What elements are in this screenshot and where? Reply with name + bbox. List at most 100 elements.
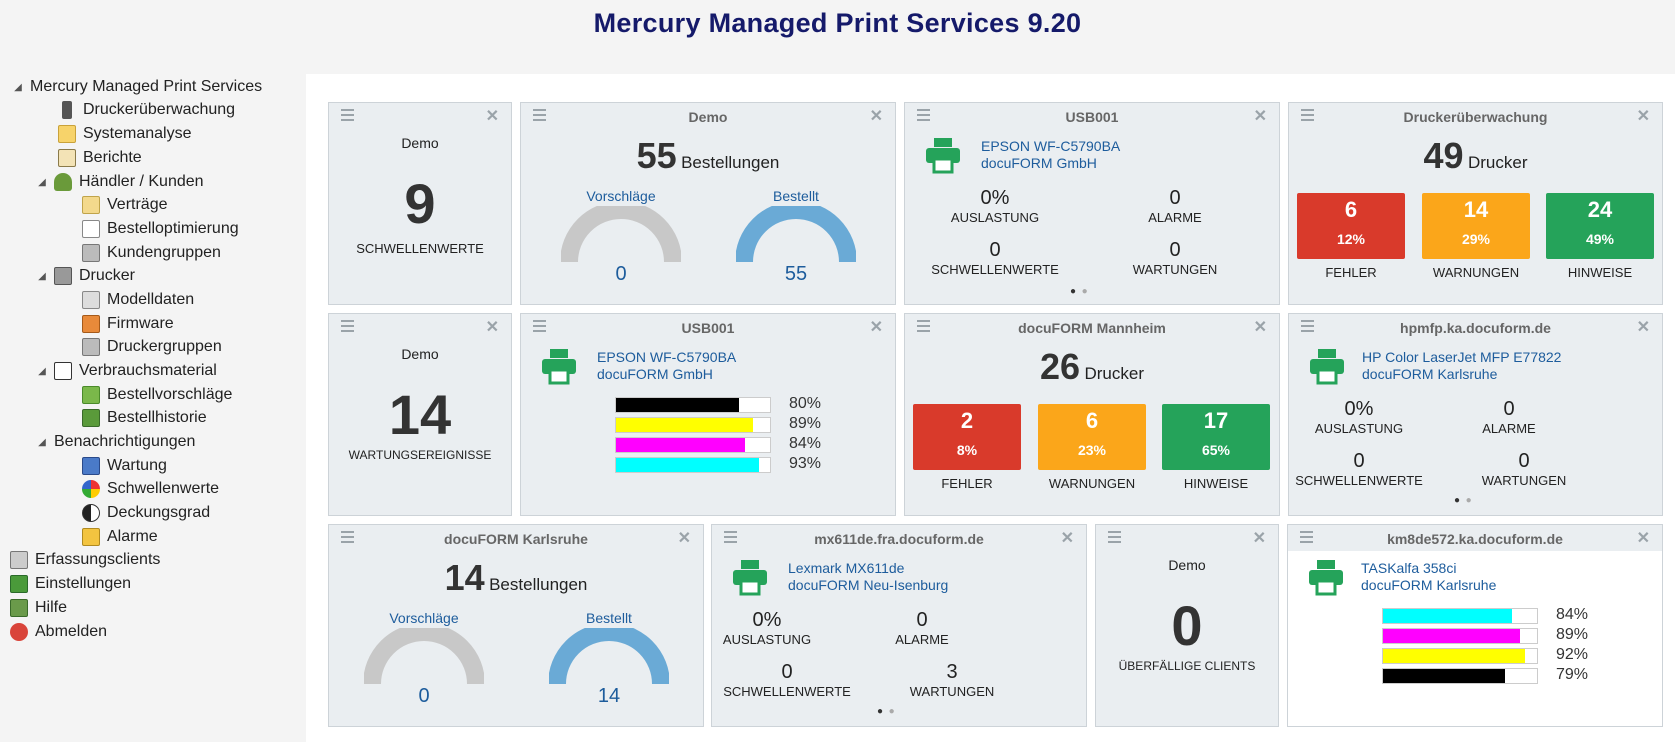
widget-device-mx611de[interactable]: mx611de.fra.docuform.de ✕ Lexmark MX611de… [711,524,1087,727]
nav-abmelden[interactable]: Abmelden [10,621,107,643]
fehler-box[interactable]: 6 12% [1297,193,1405,259]
warnungen-box[interactable]: 14 29% [1422,193,1530,259]
close-icon[interactable]: ✕ [869,319,883,336]
widget-caption: WARTUNGSEREIGNISSE [348,448,492,462]
menu-icon[interactable] [341,531,354,543]
device-link[interactable]: TASKalfa 358ci docuFORM Karlsruhe [1361,560,1496,594]
hinweise-box[interactable]: 17 65% [1162,404,1270,470]
nav-erfassungsclients[interactable]: Erfassungsclients [10,549,160,571]
fehler-box[interactable]: 2 8% [913,404,1021,470]
nav-benachrichtigungen[interactable]: ◢ Benachrichtigungen [36,431,195,453]
expand-arrow-icon[interactable]: ◢ [38,176,46,188]
nav-label: Bestelloptimierung [107,220,239,237]
menu-icon[interactable] [533,109,546,121]
device-model[interactable]: EPSON WF-C5790BA [981,138,1121,154]
nav-firmware[interactable]: Firmware [82,313,174,335]
widget-ueberfaellige-clients[interactable]: ✕ Demo 0 ÜBERFÄLLIGE CLIENTS [1095,524,1279,727]
menu-icon[interactable] [1301,109,1314,121]
nav-bestelloptimierung[interactable]: Bestelloptimierung [82,218,239,240]
menu-icon[interactable] [1301,320,1314,332]
close-icon[interactable]: ✕ [485,319,499,336]
device-model[interactable]: TASKalfa 358ci [1361,560,1457,576]
gauge-value: 55 [784,263,808,285]
nav-wartung[interactable]: Wartung [82,455,167,477]
close-icon[interactable]: ✕ [1253,319,1267,336]
warnungen-box[interactable]: 6 23% [1038,404,1146,470]
nav-verbrauchsmaterial[interactable]: ◢ Verbrauchsmaterial [36,360,217,382]
nav-bestellhistorie[interactable]: Bestellhistorie [82,407,207,429]
carousel-dots[interactable]: ● ● [877,706,895,717]
close-icon[interactable]: ✕ [1636,530,1650,547]
device-model[interactable]: EPSON WF-C5790BA [597,349,737,365]
firmware-icon [82,315,100,333]
nav-label: Druckergruppen [107,338,222,355]
nav-systemanalyse[interactable]: Systemanalyse [58,123,192,145]
menu-icon[interactable] [1108,531,1121,543]
close-icon[interactable]: ✕ [1060,530,1074,547]
widget-bestellungen[interactable]: Demo ✕ 55 Bestellungen Vorschläge Bestell… [520,102,896,305]
device-link[interactable]: EPSON WF-C5790BA docuFORM GmbH [597,349,736,383]
widget-toner-usb001[interactable]: USB001 ✕ EPSON WF-C5790BA docuFORM GmbH 80… [520,313,896,516]
auslastung-value: 0% [1344,398,1374,420]
widget-device-hpmfp[interactable]: hpmfp.ka.docuform.de ✕ HP Color LaserJet … [1288,313,1663,516]
toner-percent: 89% [789,415,822,432]
nav-schwellenwerte[interactable]: Schwellenwerte [82,478,219,500]
carousel-dots[interactable]: ● ● [1454,495,1472,506]
carousel-dots[interactable]: ● ● [1070,286,1088,297]
widget-wartungsereignisse[interactable]: ✕ Demo 14 WARTUNGSEREIGNISSE [328,313,512,516]
close-icon[interactable]: ✕ [485,108,499,125]
widget-mannheim[interactable]: docuFORM Mannheim ✕ 26 Drucker 2 8% 6 23% 1… [904,313,1280,516]
close-icon[interactable]: ✕ [1253,108,1267,125]
nav-haendler[interactable]: ◢ Händler / Kunden [36,171,204,193]
device-link[interactable]: Lexmark MX611de docuFORM Neu-Isenburg [788,560,948,594]
nav-druckergruppen[interactable]: Druckergruppen [82,336,222,358]
widget-device-usb001[interactable]: USB001 ✕ EPSON WF-C5790BA docuFORM GmbH 0%… [904,102,1280,305]
device-link[interactable]: EPSON WF-C5790BA docuFORM GmbH [981,138,1120,172]
nav-einstellungen[interactable]: Einstellungen [10,573,131,595]
menu-icon[interactable] [1300,531,1313,543]
close-icon[interactable]: ✕ [677,530,691,547]
device-owner[interactable]: docuFORM Neu-Isenburg [788,577,949,593]
expand-arrow-icon[interactable]: ◢ [38,270,46,282]
device-model[interactable]: HP Color LaserJet MFP E77822 [1362,349,1562,365]
close-icon[interactable]: ✕ [1252,530,1266,547]
nav-berichte[interactable]: Berichte [58,147,142,169]
nav-druckerueberwachung[interactable]: Druckerüberwachung [58,99,235,121]
hinweise-box[interactable]: 24 49% [1546,193,1654,259]
toner-bar-fill [1383,609,1512,623]
widget-bestellungen-karlsruhe[interactable]: docuFORM Karlsruhe ✕ 14 Bestellungen Vors… [328,524,704,727]
expand-arrow-icon[interactable]: ◢ [38,436,46,448]
widget-druckerueberwachung[interactable]: Druckerüberwachung ✕ 49 Drucker 6 12% 14 29… [1288,102,1663,305]
expand-arrow-icon[interactable]: ◢ [38,365,46,377]
nav-modelldaten[interactable]: Modelldaten [82,289,194,311]
device-owner[interactable]: docuFORM GmbH [597,366,713,382]
close-icon[interactable]: ✕ [869,108,883,125]
nav-alarme[interactable]: Alarme [82,526,158,548]
menu-icon[interactable] [341,320,354,332]
menu-icon[interactable] [917,320,930,332]
nav-kundengruppen[interactable]: Kundengruppen [82,242,221,264]
nav-deckungsgrad[interactable]: Deckungsgrad [82,502,210,524]
device-owner[interactable]: docuFORM Karlsruhe [1361,577,1497,593]
device-owner[interactable]: docuFORM Karlsruhe [1362,366,1498,382]
nav-vertraege[interactable]: Verträge [82,194,167,216]
device-model[interactable]: Lexmark MX611de [788,560,905,576]
nav-drucker[interactable]: ◢ Drucker [36,265,135,287]
menu-icon[interactable] [341,109,354,121]
nav-bestellvorschlaege[interactable]: Bestellvorschläge [82,384,232,406]
nav-root[interactable]: ◢ Mercury Managed Print Services [12,76,262,98]
widget-toner-km8de572[interactable]: km8de572.ka.docuform.de ✕ TASKalfa 358ci d… [1287,524,1663,727]
toner-bar [1382,648,1538,664]
nav-hilfe[interactable]: Hilfe [10,597,67,619]
close-icon[interactable]: ✕ [1636,108,1650,125]
close-icon[interactable]: ✕ [1636,319,1650,336]
device-owner[interactable]: docuFORM GmbH [981,155,1097,171]
expand-arrow-icon[interactable]: ◢ [14,81,22,93]
widget-unit: Bestellungen [489,575,588,594]
widget-schwellenwerte[interactable]: ✕ Demo 9 SCHWELLENWERTE [328,102,512,305]
menu-icon[interactable] [533,320,546,332]
menu-icon[interactable] [917,109,930,121]
menu-icon[interactable] [724,531,737,543]
device-link[interactable]: HP Color LaserJet MFP E77822 docuFORM Kar… [1362,349,1561,383]
wartungen-label: WARTUNGEN [909,684,995,699]
